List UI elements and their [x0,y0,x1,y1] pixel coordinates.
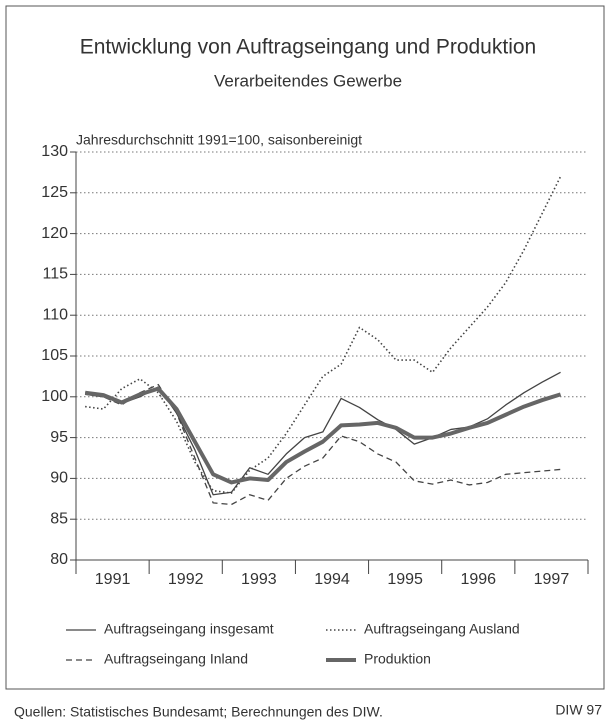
credit: DIW 97 [555,702,602,718]
y-tick-label: 90 [50,470,68,487]
x-tick-label: 1994 [314,571,350,588]
y-tick-label: 105 [41,347,68,364]
series-line [85,383,561,506]
y-tick-label: 85 [50,510,68,527]
legend-label: Produktion [364,651,431,667]
x-tick-label: 1993 [241,571,277,588]
chart-subtitle: Verarbeitendes Gewerbe [214,71,402,90]
source: Quellen: Statistisches Bundesamt; Berech… [14,704,383,720]
y-axis-label: Jahresdurchschnitt 1991=100, saisonberei… [76,132,362,148]
y-tick-label: 80 [50,551,68,568]
legend-label: Auftragseingang Ausland [364,621,520,637]
x-tick-label: 1997 [534,571,570,588]
y-tick-label: 110 [42,306,68,323]
y-tick-label: 100 [41,388,68,405]
y-tick-label: 120 [41,225,68,242]
y-tick-label: 130 [41,143,68,160]
y-tick-label: 125 [41,184,68,201]
legend-label: Auftragseingang insgesamt [104,621,274,637]
x-tick-label: 1992 [168,571,204,588]
series-line [85,176,562,494]
series-line [84,386,562,485]
y-tick-label: 115 [42,266,68,283]
y-tick-label: 95 [50,429,68,446]
legend-label: Auftragseingang Inland [104,651,248,667]
x-tick-label: 1995 [387,571,423,588]
x-tick-label: 1991 [95,571,131,588]
frame [5,5,605,690]
x-tick-label: 1996 [460,571,496,588]
chart-title: Entwicklung von Auftragseingang und Prod… [80,36,536,59]
